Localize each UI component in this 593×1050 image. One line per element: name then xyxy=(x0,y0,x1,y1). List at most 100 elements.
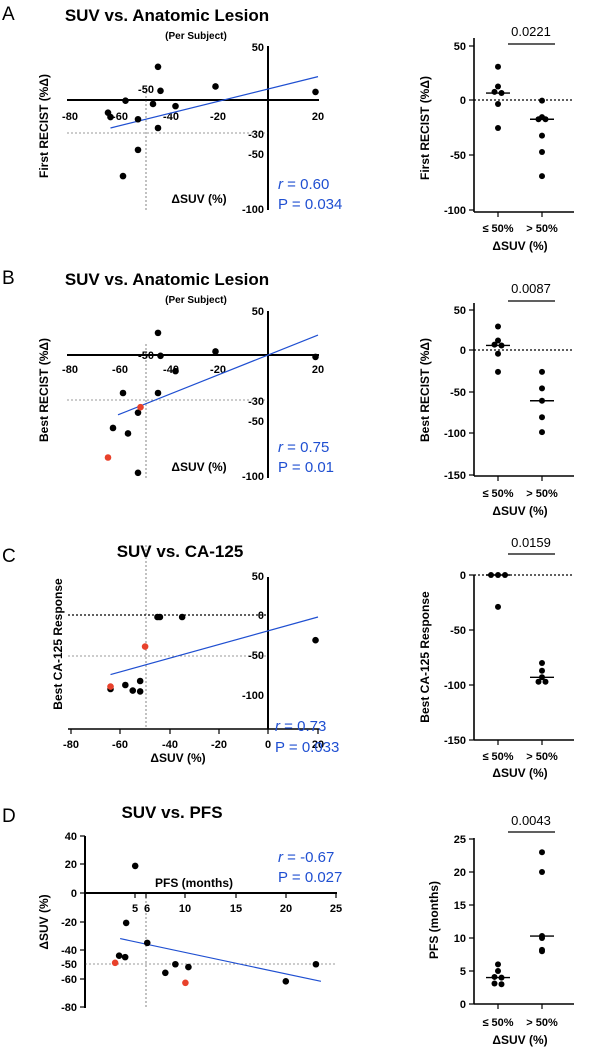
panel-c-xtick: 0 xyxy=(265,739,271,751)
panel-a-xtick: -80 xyxy=(62,111,78,123)
panel-d-scatter: SUV vs. PFS 40 20 0 -20 -40 -50 -60 -80 … xyxy=(37,803,342,1014)
data-point xyxy=(172,960,179,968)
panel-d-xtick: 20 xyxy=(280,903,292,915)
panel-c-ytick: -50 xyxy=(248,650,264,662)
panel-d2-pvalue: 0.0043 xyxy=(511,813,551,828)
panel-d-ytick: -80 xyxy=(61,1002,77,1014)
data-point xyxy=(136,677,144,685)
panel-a-xtick: -60 xyxy=(112,111,128,123)
panel-c-y-label: Best CA-125 Response xyxy=(51,578,65,710)
panel-b-xtick: -80 xyxy=(62,364,78,376)
dot-plot-point xyxy=(539,385,545,392)
panel-c-xtick: -60 xyxy=(112,739,128,751)
panel-d-xtick: 25 xyxy=(330,903,342,915)
dot-plot-point xyxy=(495,968,501,974)
dot-plot-point xyxy=(495,125,501,131)
panel-c-dotplot: 0 -50 -100 -150 ≤ 50% > 50% ΔSUV (%) Bes… xyxy=(418,535,574,780)
data-point xyxy=(157,87,164,95)
panel-c2-pvalue: 0.0159 xyxy=(511,535,551,550)
panel-b2-ytick: 0 xyxy=(460,345,466,357)
panel-a2-pvalue: 0.0221 xyxy=(511,24,551,39)
panel-d-xtick: 6 xyxy=(144,903,150,915)
panel-b-ytick: -100 xyxy=(242,471,264,483)
data-point xyxy=(122,97,129,104)
panel-a-ref-x-label: -50 xyxy=(138,84,154,96)
dot-plot-point xyxy=(542,678,549,685)
panel-c-x-label: ΔSUV (%) xyxy=(150,751,205,765)
panel-a-title: SUV vs. Anatomic Lesion xyxy=(65,6,269,25)
panel-a2-category: ≤ 50% xyxy=(482,223,513,235)
data-point xyxy=(121,953,129,961)
panel-d-ytick: 40 xyxy=(65,831,77,843)
panel-d2-ytick: 5 xyxy=(460,966,466,978)
panel-d-xtick: 15 xyxy=(230,903,242,915)
panel-b-ref-x-label: -50 xyxy=(138,350,154,362)
panel-d2-category: ≤ 50% xyxy=(482,1017,513,1029)
data-point xyxy=(119,389,127,397)
data-point xyxy=(115,952,123,959)
panel-b-xtick: -60 xyxy=(112,364,128,376)
dot-plot-point xyxy=(539,849,545,856)
dot-plot-point xyxy=(539,948,545,955)
highlighted-data-point xyxy=(111,959,119,967)
panel-c-p-stat: P = 0.033 xyxy=(275,739,339,756)
panel-a-p-stat: P = 0.034 xyxy=(278,196,342,213)
panel-a2-ytick: -100 xyxy=(444,205,466,217)
data-point xyxy=(154,63,162,71)
panel-a-r-stat: r = 0.60 xyxy=(278,176,329,193)
panel-d-xtick: 5 xyxy=(132,903,138,915)
data-point xyxy=(129,687,137,694)
panel-b2-x-label: ΔSUV (%) xyxy=(492,504,547,518)
dot-plot-point xyxy=(539,869,545,875)
dot-plot-point xyxy=(495,83,501,90)
dot-plot-point xyxy=(495,603,501,610)
highlighted-data-point xyxy=(104,454,112,461)
data-point xyxy=(156,613,164,621)
data-point xyxy=(154,329,162,337)
panel-b-r-stat: r = 0.75 xyxy=(278,439,329,456)
panel-letter-a: A xyxy=(2,4,15,25)
panel-c2-ytick: -50 xyxy=(450,625,466,637)
highlighted-data-point xyxy=(182,979,189,987)
data-point xyxy=(131,862,139,870)
highlighted-data-point xyxy=(141,643,149,650)
panel-a-ref-y-label: -30 xyxy=(248,129,264,141)
panel-b2-category: ≤ 50% xyxy=(482,488,513,500)
panel-d-ytick: 20 xyxy=(65,859,77,871)
panel-a-ytick: -100 xyxy=(242,204,264,216)
panel-a-dotplot: 50 0 -50 -100 ≤ 50% > 50% ΔSUV (%) First… xyxy=(418,24,574,253)
data-point xyxy=(282,978,290,985)
panel-a-ytick: 50 xyxy=(252,42,264,54)
dot-plot-point xyxy=(495,350,501,357)
panel-b2-ytick: -100 xyxy=(444,428,466,440)
data-point xyxy=(312,960,320,968)
panel-b-x-label: ΔSUV (%) xyxy=(171,460,226,474)
panel-a2-x-label: ΔSUV (%) xyxy=(492,239,547,253)
dot-plot-point xyxy=(539,149,545,156)
panel-a-xtick: 20 xyxy=(312,111,324,123)
data-point xyxy=(136,688,144,695)
data-point xyxy=(134,146,142,154)
panel-b-subtitle: (Per Subject) xyxy=(165,295,227,306)
panel-d2-ytick: 10 xyxy=(454,933,466,945)
dot-plot-point xyxy=(539,368,545,375)
panel-c-scatter: SUV vs. CA-125 -80 -60 -40 -20 0 20 50 0… xyxy=(51,542,339,765)
panel-a-xtick: -20 xyxy=(210,111,226,123)
panel-d-y-label: ΔSUV (%) xyxy=(37,894,51,949)
panel-c-ytick: -100 xyxy=(242,690,264,702)
panel-b2-ytick: 50 xyxy=(454,305,466,317)
data-point xyxy=(134,409,142,416)
data-point xyxy=(312,88,319,96)
panel-d2-x-label: ΔSUV (%) xyxy=(492,1033,547,1047)
panel-a2-ytick: 50 xyxy=(454,41,466,53)
panel-letter-d: D xyxy=(2,806,16,827)
panel-b-xtick: 20 xyxy=(312,364,324,376)
data-point xyxy=(212,348,219,355)
panel-d-p-stat: P = 0.027 xyxy=(278,869,342,886)
panel-c-xtick: 20 xyxy=(312,739,324,751)
panel-a2-ytick: -50 xyxy=(450,150,466,162)
dot-plot-point xyxy=(535,678,542,685)
panel-c-ytick: 50 xyxy=(252,571,264,583)
dot-plot-point xyxy=(495,100,501,107)
panel-b2-y-label: Best RECIST (%Δ) xyxy=(418,338,432,442)
